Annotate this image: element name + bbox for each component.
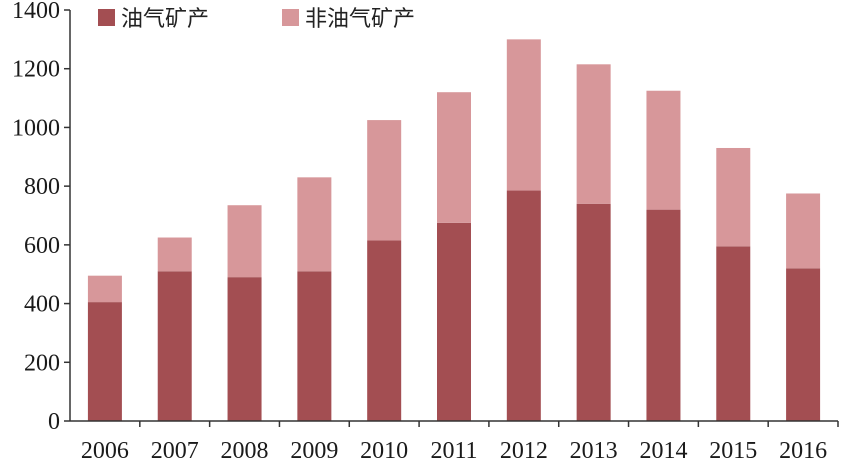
bar-non-oil-gas-2014	[646, 90, 681, 210]
y-tick-label: 0	[48, 409, 60, 435]
bar-non-oil-gas-2009	[297, 177, 332, 272]
bar-oil-gas-2016	[786, 268, 821, 421]
bar-non-oil-gas-2016	[786, 193, 821, 269]
bar-oil-gas-2012	[506, 190, 541, 421]
y-tick-label: 1000	[12, 115, 60, 141]
x-tick-label-2006: 2006	[81, 438, 129, 464]
x-tick-label-2011: 2011	[430, 438, 477, 464]
legend: 油气矿产 非油气矿产	[98, 7, 415, 32]
y-tick-label: 800	[24, 174, 60, 200]
y-tick-label: 1400	[12, 0, 60, 24]
bar-non-oil-gas-2013	[576, 64, 611, 204]
bar-oil-gas-2006	[87, 302, 122, 421]
bar-oil-gas-2011	[437, 222, 471, 421]
x-tick-label-2012: 2012	[500, 438, 548, 464]
x-tick-label-2007: 2007	[151, 438, 199, 464]
bar-oil-gas-2007	[157, 271, 192, 421]
y-axis-ticks: 0 200 400 600 800 1000 1200 1400	[12, 0, 70, 435]
bar-non-oil-gas-2008	[227, 205, 262, 278]
y-tick-label: 600	[24, 233, 60, 259]
x-tick-label-2016: 2016	[779, 438, 827, 464]
bar-non-oil-gas-2015	[716, 147, 751, 247]
bar-non-oil-gas-2010	[367, 120, 402, 241]
x-tick-label-2015: 2015	[709, 438, 757, 464]
x-axis-ticks: 2006 2007 2008 2009 2010 2011 2012 2013 2014 2015…	[81, 421, 839, 464]
bar-non-oil-gas-2012	[506, 39, 541, 191]
x-tick-label-2010: 2010	[360, 438, 408, 464]
bars	[87, 39, 821, 421]
y-tick-label: 400	[24, 292, 60, 318]
bar-non-oil-gas-2007	[157, 237, 192, 272]
y-tick-label: 1200	[12, 57, 60, 83]
legend-label-oil-gas: 油气矿产	[121, 7, 209, 32]
bar-oil-gas-2008	[227, 277, 262, 421]
bar-non-oil-gas-2006	[87, 275, 122, 303]
legend-swatch-oil-gas	[98, 9, 115, 26]
bar-non-oil-gas-2011	[437, 92, 471, 223]
legend-swatch-non-oil-gas	[282, 9, 299, 26]
x-tick-label-2014: 2014	[639, 438, 687, 464]
bar-oil-gas-2010	[367, 240, 402, 421]
x-tick-label-2013: 2013	[570, 438, 618, 464]
x-tick-label-2008: 2008	[221, 438, 269, 464]
bar-oil-gas-2015	[716, 246, 751, 421]
y-tick-label: 200	[24, 350, 60, 376]
x-tick-label-2009: 2009	[290, 438, 338, 464]
bar-oil-gas-2009	[297, 271, 332, 421]
bar-oil-gas-2014	[646, 209, 681, 421]
bar-oil-gas-2013	[576, 203, 611, 421]
legend-label-non-oil-gas: 非油气矿产	[305, 7, 415, 32]
